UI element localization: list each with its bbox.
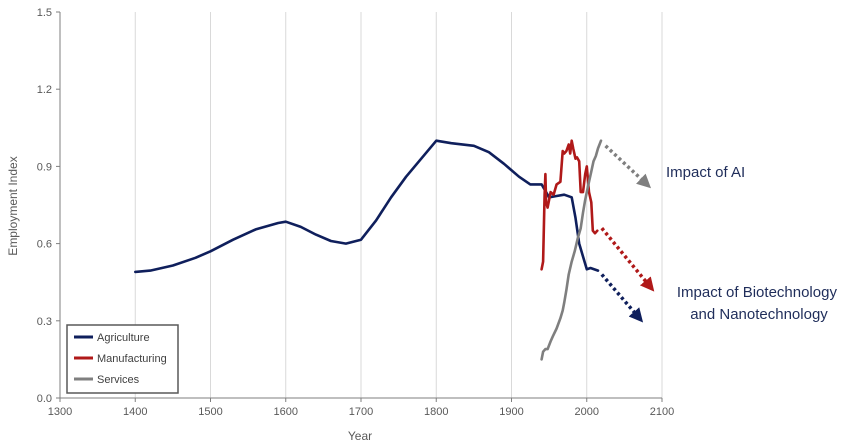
x-tick-label-2000: 2000 [575,406,599,418]
legend-label-services: Services [97,374,140,386]
legend-label-agriculture: Agriculture [97,332,150,344]
x-axis-title: Year [348,429,372,443]
y-tick-label-0.3: 0.3 [37,316,52,328]
x-tick-label-1400: 1400 [123,406,147,418]
annotation-biotech: Impact of Biotechnology and Nanotechnolo… [677,284,841,323]
y-tick-label-0.9: 0.9 [37,161,52,173]
x-tick-label-1600: 1600 [274,406,298,418]
series-lines [134,139,603,361]
x-tick-label-1800: 1800 [424,406,448,418]
projection-arrows [600,144,655,323]
series-line-services [540,139,603,361]
x-tick-label-1900: 1900 [499,406,523,418]
x-tick-label-1700: 1700 [349,406,373,418]
series-line-agriculture [134,139,600,274]
y-axis-title: Employment Index [6,156,20,255]
projection-arrow-services [604,144,652,189]
x-tick-label-1500: 1500 [198,406,222,418]
x-tick-label-2100: 2100 [650,406,674,418]
x-tick-label-1300: 1300 [48,406,72,418]
y-tick-label-0.0: 0.0 [37,393,52,405]
y-tick-labels: 0.0 0.3 0.6 0.9 1.2 1.5 [37,7,60,405]
annotation-ai: Impact of AI [666,164,745,181]
projection-arrow-manufacturing [600,227,655,292]
annotation-ai-line-1: Impact of AI [666,164,745,181]
series-line-manufacturing [540,139,599,271]
legend: Agriculture Manufacturing Services [66,324,179,394]
projection-arrow-agriculture [600,273,644,323]
annotation-biotech-line-1: Impact of Biotechnology [677,284,838,301]
gridlines [134,12,663,398]
y-tick-label-1.5: 1.5 [37,7,52,19]
y-tick-label-0.6: 0.6 [37,239,52,251]
y-tick-label-1.2: 1.2 [37,84,52,96]
x-tick-labels: 1300 1400 1500 1600 1700 1800 1900 2000 2100 [48,398,674,418]
annotation-biotech-line-2: and Nanotechnology [690,306,828,323]
legend-label-manufacturing: Manufacturing [97,353,167,365]
